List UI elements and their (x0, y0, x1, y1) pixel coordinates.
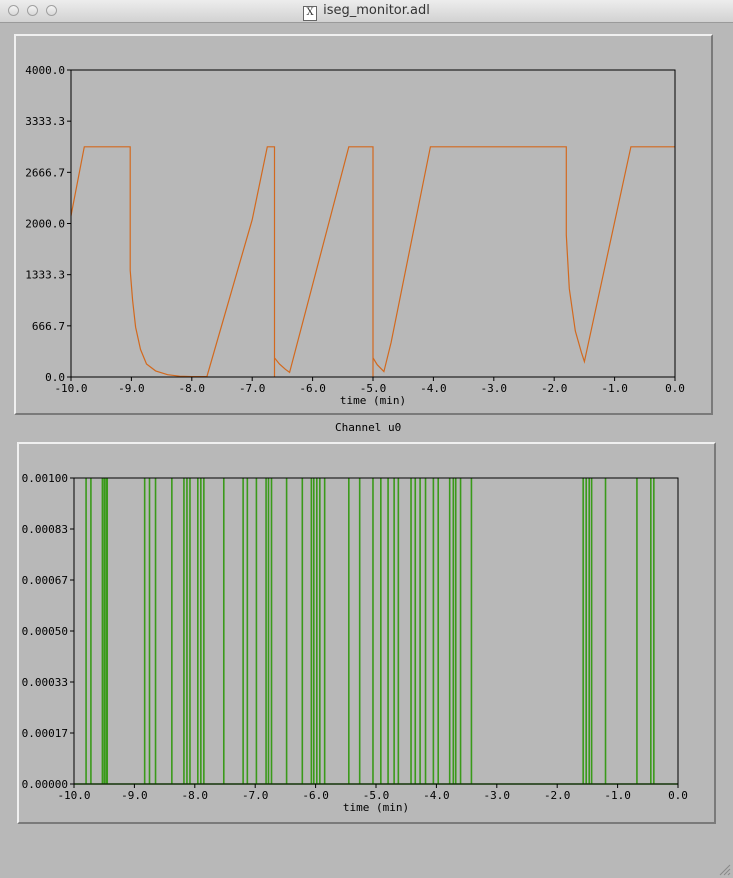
y-tick-label: 2000.0 (25, 218, 65, 231)
window-title: iseg_monitor.adl (323, 3, 430, 18)
status-chart: -10.0 -9.0 -8.0 -7.0 -6.0 -5.0 -4.0 -3.0 -2.0 -1.… (22, 472, 688, 814)
y-tick-label: 0.00000 (22, 778, 68, 791)
x-tick-label: -5.0 (363, 789, 390, 802)
x-tick-label: -3.0 (481, 382, 508, 395)
x-tick-label: -10.0 (54, 382, 87, 395)
x-tick-label: -7.0 (239, 382, 266, 395)
y-tick-label: 0.00083 (22, 523, 68, 536)
plot-frame (73, 477, 679, 785)
x-tick-label: -6.0 (299, 382, 326, 395)
y-tick-label: 3333.3 (25, 115, 65, 128)
y-tick-label: 2666.7 (25, 166, 65, 179)
x-tick-label: -1.0 (601, 382, 628, 395)
x-tick-label: 0.0 (665, 382, 685, 395)
x-axis-label: time (min) (343, 801, 409, 814)
minimize-window-button[interactable] (27, 5, 38, 16)
x-tick-label: -10.0 (57, 789, 90, 802)
y-tick-label: 0.00050 (22, 625, 68, 638)
x-tick-label: -1.0 (604, 789, 631, 802)
series-line (70, 146, 675, 378)
x-tick-label: -5.0 (360, 382, 387, 395)
y-tick-label: 0.00100 (22, 472, 68, 485)
x-tick-label: 0.0 (668, 789, 688, 802)
x-tick-label: -6.0 (302, 789, 329, 802)
y-tick-label: 0.00067 (22, 574, 68, 587)
x-tick-label: -7.0 (242, 789, 269, 802)
x-tick-label: -2.0 (541, 382, 568, 395)
x-tick-label: -8.0 (179, 382, 206, 395)
x-tick-label: -4.0 (423, 789, 450, 802)
x-tick-label: -9.0 (121, 789, 148, 802)
y-tick-label: 0.00017 (22, 727, 68, 740)
x-tick-label: -3.0 (484, 789, 511, 802)
x-tick-label: -8.0 (182, 789, 209, 802)
x11-icon: X (303, 6, 318, 21)
zoom-window-button[interactable] (46, 5, 57, 16)
x-tick-label: -9.0 (118, 382, 145, 395)
y-tick-label: 4000.0 (25, 64, 65, 77)
y-tick-label: 0.0 (45, 371, 65, 384)
channel-caption: Channel u0 (335, 421, 402, 434)
voltage-chart-panel: -10.0 -9.0 -8.0 -7.0 -6.0 -5.0 -4.0 -3.0 -2.0 -1.… (14, 34, 713, 415)
resize-grip-icon[interactable] (719, 864, 731, 876)
x-tick-label: -4.0 (420, 382, 447, 395)
status-chart-panel: -10.0 -9.0 -8.0 -7.0 -6.0 -5.0 -4.0 -3.0 -2.0 -1.… (17, 442, 716, 824)
y-tick-label: 1333.3 (25, 269, 65, 282)
voltage-chart: -10.0 -9.0 -8.0 -7.0 -6.0 -5.0 -4.0 -3.0 -2.0 -1.… (25, 64, 685, 407)
x-axis-label: time (min) (340, 394, 406, 407)
close-window-button[interactable] (8, 5, 19, 16)
y-tick-label: 666.7 (32, 320, 65, 333)
x-tick-label: -2.0 (544, 789, 571, 802)
y-tick-label: 0.00033 (22, 676, 68, 689)
